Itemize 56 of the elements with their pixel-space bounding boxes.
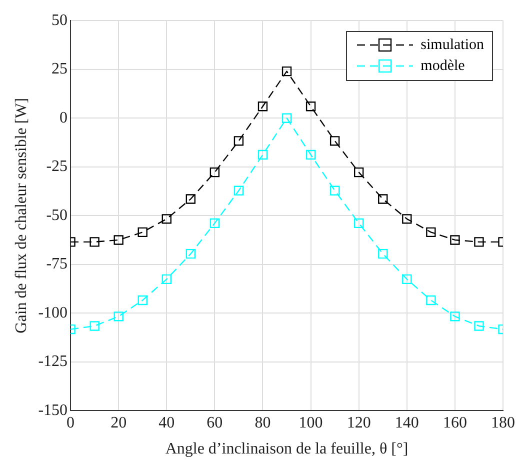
point bbox=[90, 237, 100, 247]
x-tick-label: 140 bbox=[394, 414, 419, 432]
point bbox=[330, 186, 340, 196]
point bbox=[354, 218, 364, 228]
x-tick-label: 160 bbox=[442, 414, 467, 432]
point bbox=[306, 102, 316, 112]
x-tick-label: 100 bbox=[298, 414, 323, 432]
y-tick-label: 50 bbox=[52, 12, 68, 29]
point bbox=[282, 113, 292, 123]
legend-label: simulation bbox=[420, 36, 484, 55]
y-tick-label: -75 bbox=[46, 256, 68, 273]
point bbox=[258, 102, 268, 112]
y-tick-label: -125 bbox=[38, 353, 68, 370]
point bbox=[162, 274, 172, 284]
point bbox=[234, 186, 244, 196]
point bbox=[114, 312, 124, 322]
legend-label: modèle bbox=[420, 56, 465, 76]
y-tick-label: -25 bbox=[46, 158, 68, 176]
x-tick-label: 180 bbox=[491, 414, 515, 432]
point bbox=[306, 150, 316, 160]
y-tick-label: -150 bbox=[38, 402, 68, 419]
point bbox=[234, 136, 244, 146]
point bbox=[114, 235, 124, 245]
point bbox=[378, 194, 388, 204]
point bbox=[402, 214, 412, 224]
y-axis-title: Gain de flux de chaleur sensible [W] bbox=[12, 98, 30, 334]
point bbox=[210, 167, 220, 178]
point bbox=[138, 227, 148, 238]
point bbox=[402, 274, 412, 284]
point bbox=[210, 218, 220, 228]
x-tick-label: 40 bbox=[158, 414, 175, 432]
y-tick-label: -100 bbox=[38, 304, 68, 322]
x-axis-title: Angle d’inclinaison de la feuille, θ [°] bbox=[165, 440, 408, 458]
x-tick-label: 80 bbox=[254, 414, 271, 432]
point bbox=[426, 227, 436, 238]
x-tick-label: 120 bbox=[346, 414, 371, 432]
y-tick-label: 0 bbox=[60, 109, 68, 126]
point bbox=[450, 235, 460, 245]
point bbox=[354, 167, 364, 178]
x-tick-label: 20 bbox=[110, 414, 127, 432]
point bbox=[186, 194, 196, 204]
point bbox=[138, 295, 148, 306]
point bbox=[282, 66, 292, 76]
point bbox=[330, 136, 340, 146]
point bbox=[162, 214, 172, 224]
y-tick-label: -50 bbox=[46, 206, 68, 224]
x-tick-label: 60 bbox=[206, 414, 223, 432]
point bbox=[474, 237, 484, 247]
point bbox=[426, 295, 436, 306]
point bbox=[474, 321, 484, 331]
point bbox=[90, 321, 100, 331]
point bbox=[258, 150, 268, 160]
point bbox=[378, 248, 388, 259]
point bbox=[186, 248, 196, 259]
point bbox=[450, 312, 460, 322]
y-tick-label: 25 bbox=[52, 60, 68, 78]
